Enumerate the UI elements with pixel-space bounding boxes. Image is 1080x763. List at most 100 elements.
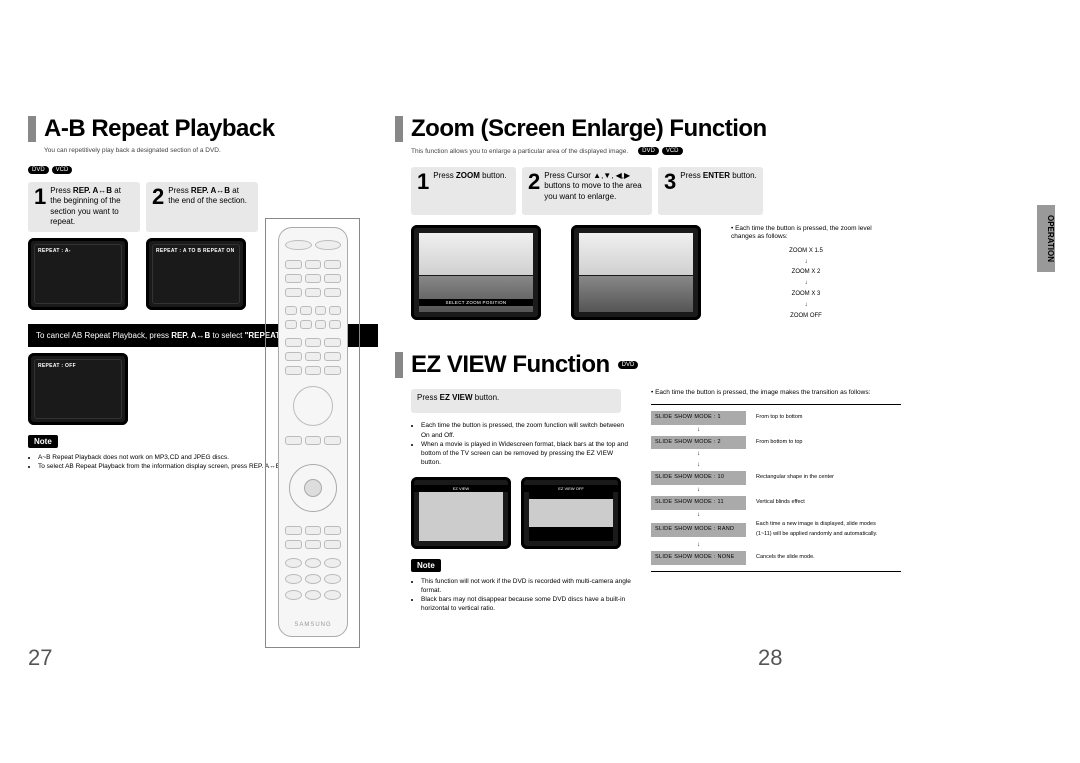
tv-ground: [419, 276, 533, 312]
mode-row: SLIDE SHOW MODE : RAND Each time a new i…: [651, 520, 901, 540]
step-text: Press ENTER button.: [680, 171, 756, 181]
mode-desc: Each time a new image is displayed, slid…: [756, 520, 886, 540]
ez-left-col: Press EZ VIEW button. Each time the butt…: [411, 389, 631, 613]
zoom-step-1: 1 Press ZOOM button.: [411, 167, 516, 215]
zoom-level: ZOOM X 1.5: [731, 246, 881, 257]
ez-step: Press EZ VIEW button.: [411, 389, 621, 413]
arrow-down-icon: ↓: [651, 449, 746, 460]
remote-vol-ring: [293, 386, 333, 426]
ez-tv-row: EZ VIEW EZ VIEW OFF: [411, 477, 631, 549]
header-accent-bar: [395, 116, 403, 142]
remote-btn: [324, 274, 341, 283]
remote-dpad: [289, 464, 337, 512]
remote-btn: [285, 526, 302, 535]
remote-btn: [305, 526, 322, 535]
mode-row: SLIDE SHOW MODE : 11 Vertical blinds eff…: [651, 496, 901, 510]
btn-row: [285, 526, 341, 535]
step-text: Press ZOOM button.: [433, 171, 506, 181]
btn-row: [285, 366, 341, 375]
remote-top: [285, 240, 341, 250]
zoom-level-list: ZOOM X 1.5 ↓ ZOOM X 2 ↓ ZOOM X 3 ↓ ZOOM …: [731, 246, 881, 322]
tv-screen-repeat-ab: REPEAT : A TO B REPEAT ON: [146, 238, 246, 310]
remote-btn: [285, 436, 302, 445]
operation-tab: OPERATION: [1037, 205, 1055, 272]
zoom-title: Zoom (Screen Enlarge) Function: [411, 115, 767, 143]
note-label: Note: [28, 435, 58, 448]
zoom-each-time: • Each time the button is pressed, the z…: [731, 225, 881, 242]
ez-bullets: Each time the button is pressed, the zoo…: [411, 421, 631, 466]
btn-row: [285, 260, 341, 269]
zoom-levels-block: • Each time the button is pressed, the z…: [731, 225, 881, 321]
step-text: Press REP. A↔B at the beginning of the s…: [50, 186, 134, 228]
step-num: 3: [664, 171, 676, 193]
remote-btn: [324, 574, 341, 584]
mode-desc: From bottom to top: [756, 438, 886, 448]
mode-row: SLIDE SHOW MODE : 2 From bottom to top: [651, 436, 901, 450]
right-page: Zoom (Screen Enlarge) Function This func…: [395, 115, 1055, 675]
ez-bullet: When a movie is played in Widescreen for…: [421, 440, 631, 467]
remote-btn: [324, 288, 341, 297]
arrow-down-icon: ↓: [731, 278, 881, 289]
zoom-subtitle: This function allows you to enlarge a pa…: [411, 148, 628, 155]
ab-header: A-B Repeat Playback: [28, 115, 378, 143]
tv-sky: [419, 233, 533, 275]
mode-label: SLIDE SHOW MODE : 2: [651, 436, 746, 450]
step-num: 2: [152, 186, 164, 208]
mode-row: SLIDE SHOW MODE : 10 Rectangular shape i…: [651, 471, 901, 485]
ez-tv-label: EZ VIEW: [411, 485, 511, 492]
btn-row: [285, 338, 341, 347]
ez-tv-on: EZ VIEW: [411, 477, 511, 549]
mode-label: SLIDE SHOW MODE : RAND: [651, 523, 746, 537]
tv-screen-repeat-off: REPEAT : OFF: [28, 353, 128, 425]
arrow-down-icon: ↓: [651, 485, 746, 496]
zoom-badges: DVD VCD: [638, 147, 682, 155]
remote-btn: [305, 288, 322, 297]
note-label: Note: [411, 559, 441, 572]
remote-btn: [324, 338, 341, 347]
remote-btn: [305, 540, 322, 549]
mode-label: SLIDE SHOW MODE : 10: [651, 471, 746, 485]
slide-modes: SLIDE SHOW MODE : 1 From top to bottom ↓…: [651, 404, 901, 572]
remote-btn: [305, 558, 322, 568]
mode-row: SLIDE SHOW MODE : NONE Cancels the slide…: [651, 551, 901, 565]
remote-btn: [285, 540, 302, 549]
remote-btn: [285, 558, 302, 568]
remote-btn: [305, 366, 322, 375]
ez-content-row: Press EZ VIEW button. Each time the butt…: [411, 389, 1055, 613]
remote-btn: [329, 306, 341, 315]
zoom-content-row: SELECT ZOOM POSITION • Each time the but…: [411, 225, 1055, 321]
btn-row: [285, 540, 341, 549]
zoom-sub-row: This function allows you to enlarge a pa…: [411, 147, 1055, 155]
remote-btn: [285, 274, 302, 283]
ez-tv-off: EZ VIEW OFF: [521, 477, 621, 549]
ez-notes: This function will not work if the DVD i…: [411, 577, 631, 613]
remote-brand: SAMSUNG: [279, 622, 347, 628]
remote-btn: [324, 590, 341, 600]
dvd-badge: DVD: [618, 361, 639, 369]
remote-illustration: SAMSUNG: [265, 218, 360, 648]
zoom-level: ZOOM X 3: [731, 289, 881, 300]
mode-desc: Cancels the slide mode.: [756, 553, 886, 563]
ab-disc-badges: DVD VCD: [28, 166, 378, 174]
header-accent-bar: [28, 116, 36, 142]
page-number-right: 28: [758, 645, 782, 671]
tv-inner: [419, 485, 503, 541]
btn-row: [285, 320, 341, 329]
arrow-down-icon: ↓: [651, 510, 746, 521]
remote-btn: [315, 306, 327, 315]
arrow-down-icon: ↓: [731, 257, 881, 268]
mode-desc: Vertical blinds effect: [756, 498, 886, 508]
zoom-step-2: 2 Press Cursor ▲,▼, ◀,▶ buttons to move …: [522, 167, 652, 215]
zoom-level: ZOOM OFF: [731, 311, 881, 322]
mode-row: SLIDE SHOW MODE : 1 From top to bottom: [651, 411, 901, 425]
remote-btn: [305, 574, 322, 584]
remote-btn: [324, 540, 341, 549]
zoom-step-3: 3 Press ENTER button.: [658, 167, 763, 215]
remote-btn: [305, 260, 322, 269]
tv-label: REPEAT : A-: [38, 248, 71, 254]
remote-btn: [324, 260, 341, 269]
remote-btn: [305, 352, 322, 361]
tv-screen-repeat-a: REPEAT : A-: [28, 238, 128, 310]
remote-btn: [285, 260, 302, 269]
mode-label: SLIDE SHOW MODE : 11: [651, 496, 746, 510]
